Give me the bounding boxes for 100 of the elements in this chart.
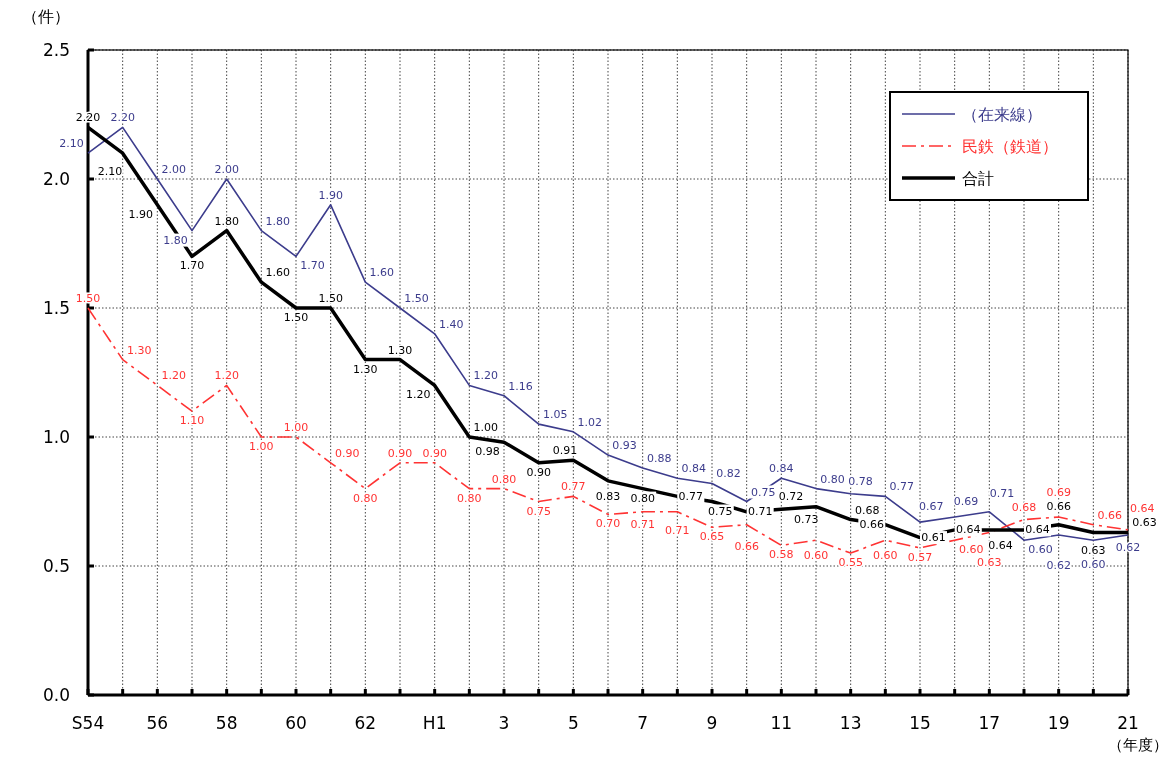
y-tick-label: 1.5	[42, 298, 70, 318]
data-label: 2.00	[161, 163, 187, 176]
x-tick-label: 58	[215, 713, 238, 733]
data-label: 0.69	[953, 494, 979, 508]
data-label: 0.78	[848, 474, 873, 488]
data-label: 1.02	[577, 415, 603, 429]
data-label: 1.80	[265, 214, 291, 228]
data-label: 0.90	[422, 446, 447, 460]
data-label: 0.90	[334, 446, 360, 460]
x-tick-label: 19	[1047, 713, 1070, 733]
data-label: 1.70	[179, 259, 205, 273]
data-label: 1.70	[300, 259, 325, 273]
data-label: 0.71	[989, 486, 1015, 500]
data-label: 0.60	[803, 549, 829, 563]
x-tick-label: S54	[71, 713, 105, 733]
data-label: 0.83	[595, 489, 621, 503]
data-label: 0.69	[1046, 485, 1071, 499]
legend-label: （在来線）	[962, 105, 1042, 124]
legend-label: 民鉄（鉄道）	[962, 137, 1058, 156]
data-label: 1.90	[128, 207, 154, 221]
data-label: 0.58	[769, 548, 794, 562]
x-tick-label: 62	[354, 713, 377, 733]
data-label: 0.63	[1132, 516, 1157, 530]
data-label: 0.63	[977, 556, 1002, 570]
y-tick-label: 0.5	[42, 556, 70, 576]
y-tick-label: 2.5	[42, 40, 70, 60]
data-label: 1.10	[179, 414, 205, 428]
data-label: 1.60	[265, 266, 291, 280]
x-tick-label: 5	[567, 713, 579, 733]
data-label: 0.84	[769, 462, 794, 476]
data-label: 1.16	[508, 379, 533, 393]
data-label: 2.10	[97, 165, 123, 179]
x-tick-label: 13	[839, 713, 862, 733]
data-label: 1.50	[318, 292, 343, 305]
data-label: 0.80	[457, 491, 482, 505]
x-tick-label: 21	[1117, 713, 1139, 733]
data-label: 0.64	[955, 523, 981, 537]
data-label: 0.60	[1081, 558, 1106, 572]
data-label: 0.70	[595, 517, 621, 531]
data-label: 0.61	[921, 531, 946, 545]
data-label: 1.20	[214, 369, 239, 383]
x-tick-label: H1	[422, 713, 447, 733]
data-label: 1.00	[283, 421, 309, 434]
data-label: 0.65	[699, 530, 725, 544]
data-label: 0.88	[646, 451, 672, 465]
data-label: 1.30	[353, 362, 378, 376]
x-tick-label: 9	[706, 713, 718, 733]
data-label: 0.67	[919, 500, 944, 514]
data-label: 1.80	[163, 233, 188, 247]
data-label: 0.66	[1097, 508, 1123, 522]
data-label: 1.20	[161, 369, 187, 383]
data-label: 0.72	[778, 490, 804, 504]
x-tick-label: 11	[770, 713, 793, 733]
data-label: 1.40	[438, 317, 464, 331]
data-label: 0.82	[716, 467, 741, 481]
data-label: 0.80	[630, 491, 655, 505]
data-label: 0.60	[873, 549, 898, 563]
data-label: 0.77	[561, 480, 586, 494]
data-label: 0.77	[678, 489, 704, 503]
y-axis-title: （件）	[22, 7, 70, 26]
data-label: 0.60	[958, 543, 984, 557]
data-label: 2.20	[110, 111, 135, 125]
data-label: 0.71	[630, 517, 655, 531]
data-label: 0.66	[859, 518, 885, 532]
data-label: 0.80	[491, 472, 517, 486]
data-label: 1.00	[473, 421, 499, 434]
y-tick-label: 1.0	[42, 427, 70, 447]
data-label: 0.66	[1046, 499, 1071, 513]
data-label: 1.50	[404, 292, 429, 305]
data-label: 1.20	[405, 388, 431, 402]
data-label: 0.75	[750, 485, 776, 499]
y-tick-label: 0.0	[42, 685, 70, 705]
data-label: 0.63	[1081, 544, 1106, 558]
data-label: 0.68	[854, 503, 880, 517]
data-label: 0.71	[665, 523, 690, 537]
data-label: 1.00	[249, 440, 274, 453]
x-tick-label: 60	[285, 713, 307, 733]
data-label: 0.75	[708, 504, 733, 518]
data-label: 1.80	[214, 214, 239, 228]
x-tick-label: 15	[909, 713, 931, 733]
data-label: 0.84	[681, 462, 707, 476]
data-label: 0.64	[1130, 501, 1155, 515]
data-label: 0.71	[747, 505, 773, 519]
data-label: 0.80	[820, 472, 845, 486]
data-label: 1.50	[283, 311, 309, 324]
data-label: 2.00	[214, 163, 239, 176]
data-label: 0.66	[734, 539, 759, 553]
data-label: 0.60	[1028, 543, 1053, 557]
data-label: 0.91	[552, 444, 578, 458]
y-tick-label: 2.0	[42, 169, 70, 189]
data-label: 1.90	[318, 188, 343, 202]
data-label: 1.30	[126, 343, 152, 357]
data-label: 0.98	[475, 445, 500, 459]
data-label: 0.68	[1011, 500, 1037, 514]
x-tick-label: 7	[637, 713, 649, 733]
data-label: 0.90	[526, 465, 551, 479]
data-label: 0.64	[988, 538, 1013, 552]
data-label: 2.10	[59, 137, 84, 151]
data-label: 0.77	[889, 480, 915, 494]
data-label: 0.93	[612, 439, 637, 453]
